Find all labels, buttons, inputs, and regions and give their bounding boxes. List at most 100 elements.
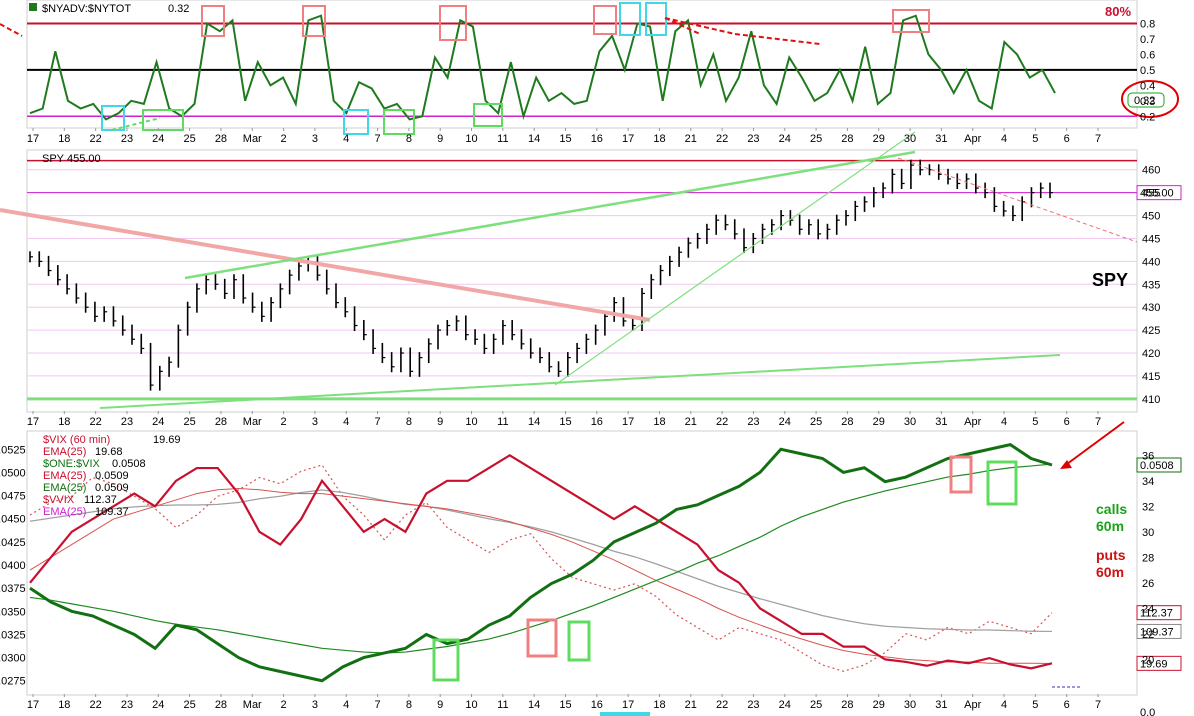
- date-label-0-27: 29: [873, 133, 885, 145]
- date-label-1-17: 15: [559, 416, 571, 428]
- date-label-1-16: 14: [528, 416, 540, 428]
- date-label-0-28: 30: [904, 133, 916, 145]
- date-label-1-18: 16: [591, 416, 603, 428]
- date-label-2-27: 29: [873, 699, 885, 711]
- date-label-2-7: Mar: [243, 699, 262, 711]
- date-label-0-12: 8: [406, 133, 412, 145]
- date-label-0-9: 3: [312, 133, 318, 145]
- date-label-0-29: 31: [935, 133, 947, 145]
- vix-last-value-0: 19.69: [1140, 658, 1168, 670]
- p2-ytick-6: 430: [1142, 302, 1160, 314]
- axis-layer: 1717171818182222222323232424242525252828…: [0, 18, 1160, 716]
- spy-title: SPY: [1092, 270, 1128, 290]
- p3-ltick-4: 0.0425: [0, 537, 26, 549]
- p3-rtick-2: 32: [1142, 501, 1154, 513]
- spy-last-box: [1136, 185, 1182, 201]
- breadth-box-9: [142, 109, 184, 131]
- date-label-0-23: 23: [747, 133, 759, 145]
- legend-vvix-ema-name: EMA(25): [43, 506, 86, 518]
- date-label-2-28: 30: [904, 699, 916, 711]
- date-label-1-7: Mar: [243, 416, 262, 428]
- p2-ytick-4: 440: [1142, 256, 1160, 268]
- vix-series-line-3: [29, 463, 1053, 654]
- breadth-box-1: [302, 5, 326, 37]
- date-label-1-9: 3: [312, 416, 318, 428]
- date-label-1-0: 17: [27, 416, 39, 428]
- legend-spy-last: 455.00: [67, 153, 101, 165]
- vix-callout-arrowhead: [1060, 460, 1072, 469]
- date-label-2-24: 24: [779, 699, 791, 711]
- vix-series-line-0: [29, 454, 1053, 670]
- date-label-2-21: 21: [685, 699, 697, 711]
- legend-vix-name: $VIX (60 min): [43, 434, 110, 446]
- vix-last-box-3: [1136, 623, 1182, 639]
- date-label-0-3: 23: [121, 133, 133, 145]
- date-label-1-14: 10: [465, 416, 477, 428]
- legend-panel3: $VIX (60 min) 19.69 EMA(25) 19.68 $ONE:$…: [43, 434, 181, 518]
- legend-vvix-ema-last: 109.37: [95, 506, 129, 518]
- p1-ytick-5: 0.3: [1140, 96, 1155, 108]
- date-label-1-2: 22: [90, 416, 102, 428]
- date-label-0-20: 18: [653, 133, 665, 145]
- date-label-0-24: 24: [779, 133, 791, 145]
- date-label-0-19: 17: [622, 133, 634, 145]
- p3-rtick-5: 26: [1142, 578, 1154, 590]
- p3-ltick-2: 0.0475: [0, 491, 26, 503]
- legend-onevix-ema1-name: EMA(25): [43, 470, 86, 482]
- vix-box-3: [526, 618, 558, 658]
- series-layer: [29, 14, 1056, 683]
- date-label-1-12: 8: [406, 416, 412, 428]
- panel3-frame: [26, 430, 1138, 696]
- breadth-dashed-trend: [664, 17, 821, 45]
- date-label-1-33: 6: [1064, 416, 1070, 428]
- date-label-2-32: 5: [1032, 699, 1038, 711]
- p3-ltick-9: 0.0300: [0, 653, 26, 665]
- date-label-2-0: 17: [27, 699, 39, 711]
- date-label-2-10: 4: [343, 699, 349, 711]
- date-label-1-4: 24: [152, 416, 164, 428]
- p3-bottom-tick: 0.0: [1140, 707, 1155, 716]
- date-label-0-0: 17: [27, 133, 39, 145]
- grid-layer: [27, 22, 1137, 401]
- p1-ytick-0: 0.8: [1140, 18, 1155, 30]
- p3-rtick-3: 30: [1142, 527, 1154, 539]
- vix-last-box-0: [1136, 655, 1182, 671]
- date-label-0-32: 5: [1032, 133, 1038, 145]
- spy-green-trend-lower: [99, 354, 1061, 409]
- date-label-1-30: Apr: [964, 416, 981, 428]
- date-label-0-16: 14: [528, 133, 540, 145]
- legend-onevix-ema1-last: 0.0509: [95, 470, 129, 482]
- calls-label-2: 60m: [1096, 518, 1124, 534]
- vix-last-box-2: [1136, 605, 1182, 621]
- date-label-1-20: 18: [653, 416, 665, 428]
- date-label-0-15: 11: [497, 133, 508, 145]
- date-label-0-26: 28: [841, 133, 853, 145]
- p1-ytick-2: 0.6: [1140, 49, 1155, 61]
- date-label-0-13: 9: [437, 133, 443, 145]
- vix-last-box-1: [1136, 457, 1182, 473]
- date-label-0-25: 25: [810, 133, 822, 145]
- date-label-1-25: 25: [810, 416, 822, 428]
- p2-ytick-5: 435: [1142, 279, 1160, 291]
- date-label-1-27: 29: [873, 416, 885, 428]
- p3-ltick-0: 0.0525: [0, 444, 26, 456]
- date-label-1-3: 23: [121, 416, 133, 428]
- breadth-box-3: [593, 5, 617, 35]
- spy-green-trend-upper: [184, 150, 916, 280]
- date-label-2-6: 28: [215, 699, 227, 711]
- legend-breadth-last: 0.32: [168, 3, 189, 15]
- date-label-2-17: 15: [559, 699, 571, 711]
- date-label-1-24: 24: [779, 416, 791, 428]
- date-label-0-31: 4: [1001, 133, 1007, 145]
- vix-box-2: [986, 460, 1018, 506]
- date-label-2-3: 23: [121, 699, 133, 711]
- panel2-frame: [26, 149, 1138, 413]
- puts-label-1: puts: [1096, 547, 1126, 563]
- breadth-box-10: [383, 109, 415, 135]
- date-label-2-23: 23: [747, 699, 759, 711]
- date-label-1-31: 4: [1001, 416, 1007, 428]
- date-label-1-1: 18: [58, 416, 70, 428]
- legend-onevix-ema2-name: EMA(25): [43, 482, 86, 494]
